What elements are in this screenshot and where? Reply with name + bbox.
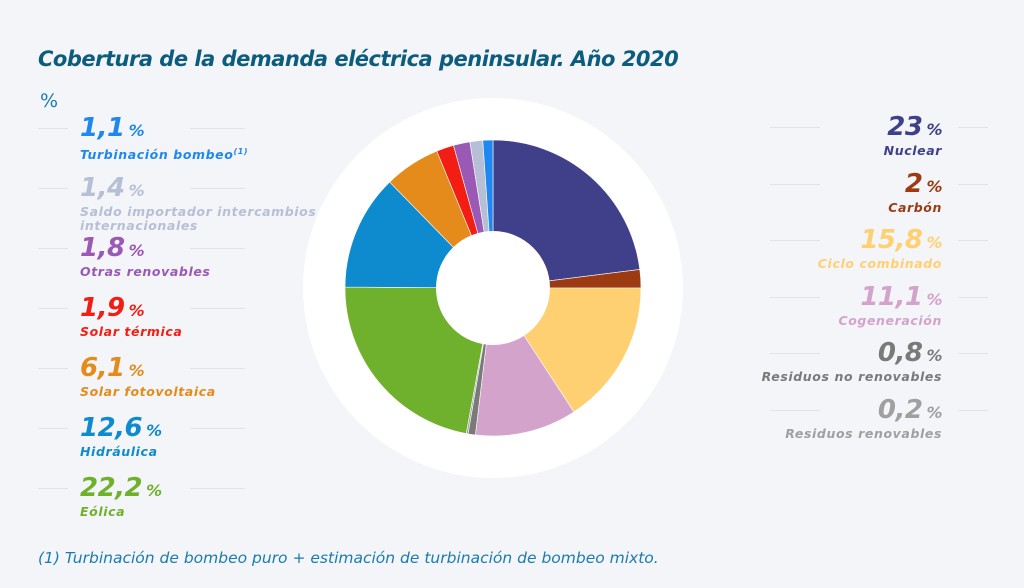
slice-name: Residuos no renovables [761,369,942,384]
label-rule [770,409,820,411]
slice-value-unit: % [128,361,145,380]
slice-name: Otras renovables [80,264,211,279]
slice-value-number: 1,1 [80,113,125,143]
label-rule [38,248,68,249]
unit-label: % [40,90,59,112]
label-solar-fotovoltaica: 6,1% Solar fotovoltaica [80,354,216,399]
slice-value-number: 1,9 [80,293,125,323]
slice-value-unit: % [146,481,162,500]
label-rule [958,353,988,354]
slice-value: 2% [888,168,943,201]
label-nuclear: 23% Nuclear [883,113,943,158]
slice-value: 22,2% [80,474,162,505]
slice-value-unit: % [128,121,145,140]
slice-value: 12,6% [80,414,162,445]
slice-value-unit: % [926,402,942,422]
footnote-marker: (1) [233,147,249,156]
label-rule [958,183,988,185]
slice-value-number: 1,4 [80,173,125,203]
slice-value: 23% [884,113,942,144]
label-residuos-no-renovables: 0,8% Residuos no renovables [761,338,943,384]
label-ciclo-combinado: 15,8% Ciclo combinado [817,226,943,271]
slice-value: 11,1% [838,283,942,314]
label-rule [38,188,68,189]
label-rule [958,240,988,241]
slice-name: Hidráulica [80,444,158,459]
label-rule [958,296,988,298]
label-turbinacion-bombeo: 1,1% Turbinación bombeo(1) [80,114,248,162]
label-rule [770,353,820,354]
slice-name: Carbón [888,199,942,215]
slice-value-number: 0,8 [877,338,923,368]
slice-value: 0,8% [762,338,943,370]
label-eolica: 22,2% Eólica [80,474,162,519]
label-cogeneracion: 11,1% Cogeneración [838,283,942,328]
slice-value-unit: % [926,233,942,252]
label-rule [38,428,68,429]
slice-value: 1,1% [80,114,248,145]
slice-value: 1,9% [80,294,182,325]
slice-value-number: 0,2 [877,394,923,425]
label-rule [38,368,68,369]
label-rule [38,128,68,129]
slice-value-number: 11,1 [860,281,923,312]
slice-value-unit: % [128,301,145,320]
slice-value: 6,1% [80,354,216,385]
label-saldo-importador-intercambios-internacionales: 1,4% Saldo importador intercambios interna… [80,174,316,233]
label-rule [770,296,820,298]
label-otras-renovables: 1,8% Otras renovables [80,234,210,279]
label-rule [190,188,245,189]
label-rule [770,183,820,185]
label-residuos-renovables: 0,2% Residuos renovables [785,396,942,441]
chart-title: Cobertura de la demanda eléctrica penins… [38,47,679,71]
donut-hole [436,231,550,345]
label-rule [958,127,988,128]
label-rule [958,409,988,411]
slice-value: 0,2% [785,394,943,427]
label-carbon: 2% Carbón [888,170,942,215]
slice-value: 15,8% [818,226,942,257]
label-rule [770,127,820,128]
slice-name: Nuclear [883,143,942,158]
slice-name: Cogeneración [838,312,942,328]
slice-value-unit: % [926,176,942,196]
slice-name: Saldo importador intercambios internacion… [80,204,317,233]
slice-value-number: 6,1 [80,353,125,383]
slice-name: Eólica [80,504,126,519]
slice-value-unit: % [926,346,942,365]
slice-value-number: 15,8 [860,225,923,255]
footnote: (1) Turbinación de bombeo puro + estimac… [38,549,659,567]
slice-value-unit: % [128,181,145,200]
label-rule [190,248,245,249]
slice-value-unit: % [926,289,942,309]
slice-value-unit: % [146,421,162,440]
slice-value-number: 12,6 [80,413,143,443]
slice-name: Solar fotovoltaica [80,384,216,399]
label-rule [38,308,68,309]
label-rule [190,308,245,309]
slice-value-number: 2 [904,168,923,199]
slice-value: 1,4% [80,174,316,205]
slice-value-number: 1,8 [80,233,125,263]
slice-value-number: 22,2 [80,473,143,503]
slice-value-unit: % [926,120,942,139]
label-rule [190,368,245,369]
label-rule [38,488,68,489]
slice-value-number: 23 [887,112,923,142]
slice-name: Ciclo combinado [817,256,942,271]
label-solar-termica: 1,9% Solar térmica [80,294,182,339]
label-hidraulica: 12,6% Hidráulica [80,414,162,459]
slice-value: 1,8% [80,234,210,265]
slice-name: Solar térmica [80,324,183,339]
slice-value-unit: % [128,241,145,260]
label-rule [190,128,245,129]
label-rule [190,488,245,489]
label-rule [770,240,820,241]
slice-name: Turbinación bombeo(1) [80,147,249,163]
slice-name: Residuos renovables [785,425,942,441]
label-rule [190,428,245,429]
